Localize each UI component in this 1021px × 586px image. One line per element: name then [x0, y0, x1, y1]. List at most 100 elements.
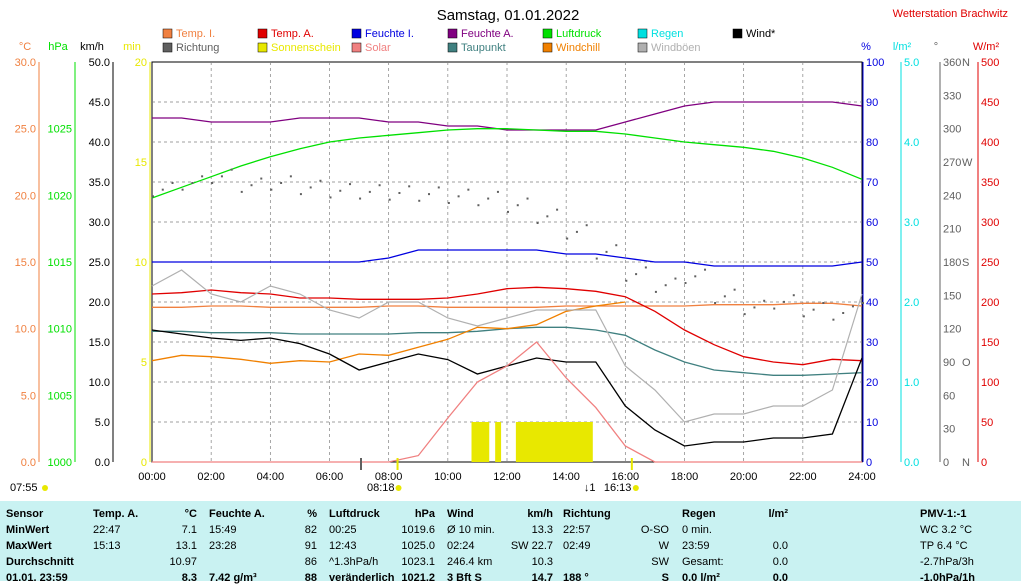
direction-point [398, 192, 401, 194]
stats-cell-value: S [661, 572, 669, 584]
y-tick-label: 50.0 [89, 57, 110, 69]
axis-unit-label: km/h [80, 41, 104, 53]
stats-cell-label: 188 ° [563, 572, 589, 584]
stats-cell-label: 15:49 [209, 524, 237, 536]
stats-cell-value: l/m² [768, 508, 788, 520]
y-tick-label: 70 [866, 177, 878, 189]
y-tick-label: 1015 [48, 257, 72, 269]
legend-label: Temp. I. [176, 28, 215, 40]
stats-cell-label: WC 3.2 °C [920, 524, 973, 536]
stats-cell-label: Gesamt: [682, 556, 724, 568]
stats-cell-value: SW 22.7 [510, 540, 553, 552]
stats-row: Feuchte A.% [209, 506, 321, 522]
legend-swatch [351, 28, 362, 39]
stats-row: TP 6.4 °C [920, 538, 1021, 554]
stats-cell-label: Ø 10 min. [447, 524, 495, 536]
stats-cell-label: Wind [447, 508, 474, 520]
direction-point [211, 182, 214, 184]
direction-point [349, 183, 352, 186]
stats-row: ^1.3hPa/h 1023.1 [329, 554, 439, 570]
y-tick-label: 80 [866, 137, 878, 149]
direction-point [477, 204, 480, 207]
direction-point [171, 182, 174, 184]
x-tick-label: 18:00 [671, 471, 699, 483]
y-tick-label: 5.0 [21, 390, 36, 402]
y-tick-label: 20.0 [89, 297, 110, 309]
legend-label: Windchill [556, 42, 600, 54]
series-line [152, 249, 863, 267]
y-tick-label: 330 [943, 90, 961, 102]
axis-unit-label: % [861, 41, 871, 53]
y-tick-label: 20.0 [15, 190, 36, 202]
y-tick-label: 4.0 [904, 137, 919, 149]
legend-swatch [732, 28, 743, 39]
stats-column: Feuchte A.% 15:49 82 23:28 91 86 7.42 g/m³ 88 [209, 501, 321, 584]
y-tick-label: 250 [981, 257, 999, 269]
legend-swatch [257, 28, 268, 39]
y-tick-label: 0.0 [95, 457, 110, 469]
direction-point [595, 257, 598, 260]
direction-point [319, 179, 322, 182]
stats-row: 02:49 W [563, 538, 673, 554]
y-tick-label: 120 [943, 324, 961, 336]
legend-label: Temp. A. [271, 28, 314, 40]
stats-cell-value: 8.3 [181, 572, 197, 584]
y-tick-label: 3.0 [904, 217, 919, 229]
stats-row: 22:57 O-SO [563, 522, 673, 538]
direction-point [851, 305, 854, 308]
stats-row: 22:47 7.1 [93, 522, 201, 538]
series-line [151, 286, 863, 366]
y-tick-label: 40.0 [89, 137, 110, 149]
x-tick-label: 12:00 [493, 471, 521, 483]
legend-label: Taupunkt [461, 42, 506, 54]
y-tick-label: 1020 [48, 190, 72, 202]
series-line [151, 128, 863, 199]
stats-row: 3 Bft S 14.7 [447, 570, 557, 586]
legend: Temp. I. Temp. A. Feuchte I. Feuchte A. Luft… [162, 28, 776, 54]
y-tick-label: 0 [981, 457, 987, 469]
stats-cell-label: 15:13 [93, 540, 121, 552]
direction-point [585, 224, 588, 227]
legend-swatch [637, 28, 648, 39]
legend-label: Richtung [176, 42, 219, 54]
stats-row: Luftdruck hPa [329, 506, 439, 522]
stats-cell-label: Sensor [6, 508, 44, 520]
direction-point [792, 294, 795, 297]
stats-row: 00:25 1019.6 [329, 522, 439, 538]
stats-cell-label: Luftdruck [329, 508, 380, 520]
y-tick-label: 0.0 [21, 457, 36, 469]
stats-cell-label: Richtung [563, 508, 611, 520]
direction-point [694, 275, 697, 278]
stats-cell-label: Durchschnitt [6, 556, 74, 568]
stats-cell-label: 23:59 [682, 540, 710, 552]
direction-point [181, 188, 184, 191]
legend-label: Feuchte A. [461, 28, 514, 40]
direction-point [299, 193, 302, 196]
stats-column: Richtung 22:57 O-SO 02:49 W SW 188 ° S [563, 501, 673, 584]
y-tick-label: 350 [981, 177, 999, 189]
stats-cell-label: Feuchte A. [209, 508, 265, 520]
direction-point [625, 279, 628, 282]
direction-point [388, 198, 391, 201]
series-line [152, 302, 863, 308]
direction-point [822, 302, 825, 304]
y-tick-label: 30.0 [89, 217, 110, 229]
axis-unit-label: W/m² [973, 41, 1000, 53]
stats-cell-value: 91 [304, 540, 317, 552]
y-tick-label: 240 [943, 190, 961, 202]
direction-point [733, 288, 736, 291]
y-tick-label: 25.0 [89, 257, 110, 269]
direction-point [862, 302, 864, 304]
y-tick-label: 400 [981, 137, 999, 149]
direction-point [329, 196, 332, 199]
stats-row: 7.42 g/m³ 88 [209, 570, 321, 586]
x-tick-label: 10:00 [434, 471, 462, 483]
stats-row: veränderlich 1021.2 [329, 570, 439, 586]
y-tick-label: 30 [866, 337, 878, 349]
y-tick-label: 1005 [48, 390, 72, 402]
y-tick-label: 10.0 [15, 324, 36, 336]
stats-cell-label: TP 6.4 °C [920, 540, 968, 552]
x-tick-label: 06:00 [316, 471, 344, 483]
series-line [151, 301, 626, 364]
stats-row: 0 min. [682, 522, 792, 538]
